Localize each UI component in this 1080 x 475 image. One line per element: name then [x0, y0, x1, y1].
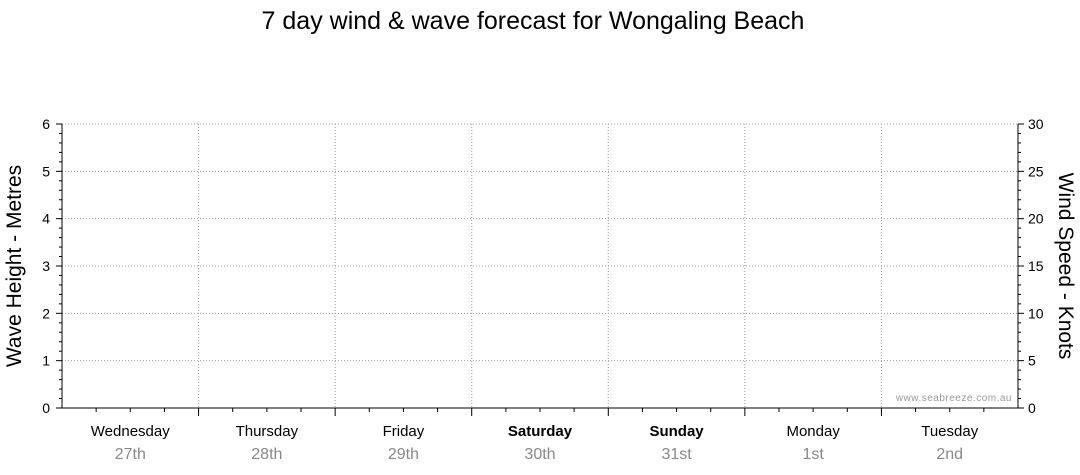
day-date-label: 28th — [251, 446, 282, 463]
day-date-label: 31st — [661, 446, 692, 463]
right-tick-label: 20 — [1028, 211, 1044, 227]
day-date-label: 27th — [115, 446, 146, 463]
right-tick-label: 25 — [1028, 163, 1044, 179]
axes — [61, 124, 1019, 416]
day-name-label: Wednesday — [91, 423, 170, 440]
left-axis-label: Wave Height - Metres — [3, 165, 26, 367]
right-tick-label: 0 — [1028, 400, 1036, 416]
right-tick-label: 5 — [1028, 353, 1036, 369]
day-name-label: Thursday — [236, 423, 299, 440]
right-tick-label: 30 — [1028, 116, 1044, 132]
left-tick-label: 6 — [42, 116, 50, 132]
right-tick-label: 15 — [1028, 258, 1044, 274]
day-name-label: Saturday — [508, 423, 573, 440]
right-axis-ticks: 0 5 10 15 20 25 30 — [1018, 116, 1044, 416]
left-tick-label: 5 — [42, 163, 50, 179]
day-name-label: Sunday — [649, 423, 704, 440]
grid-lines — [62, 123, 1018, 408]
left-tick-label: 1 — [42, 353, 50, 369]
day-name-label: Monday — [786, 423, 840, 440]
right-axis-label: Wind Speed - Knots — [1054, 173, 1077, 360]
left-tick-label: 0 — [42, 400, 50, 416]
day-name-label: Tuesday — [921, 423, 978, 440]
day-date-label: 29th — [388, 446, 419, 463]
day-date-label: 1st — [802, 446, 824, 463]
day-date-label: 2nd — [936, 446, 963, 463]
day-name-label: Friday — [383, 423, 425, 440]
day-labels: Wednesday 27th Thursday 28th Friday 29th Satur… — [91, 423, 979, 463]
left-tick-label: 4 — [42, 211, 50, 227]
chart-title: 7 day wind & wave forecast for Wongaling… — [262, 7, 805, 35]
left-axis-ticks: 0 1 2 3 4 5 6 — [42, 116, 62, 416]
right-tick-label: 10 — [1028, 305, 1044, 321]
left-tick-label: 3 — [42, 258, 50, 274]
left-tick-label: 2 — [42, 305, 50, 321]
day-date-label: 30th — [524, 446, 555, 463]
watermark: www.seabreeze.com.au — [895, 393, 1012, 404]
